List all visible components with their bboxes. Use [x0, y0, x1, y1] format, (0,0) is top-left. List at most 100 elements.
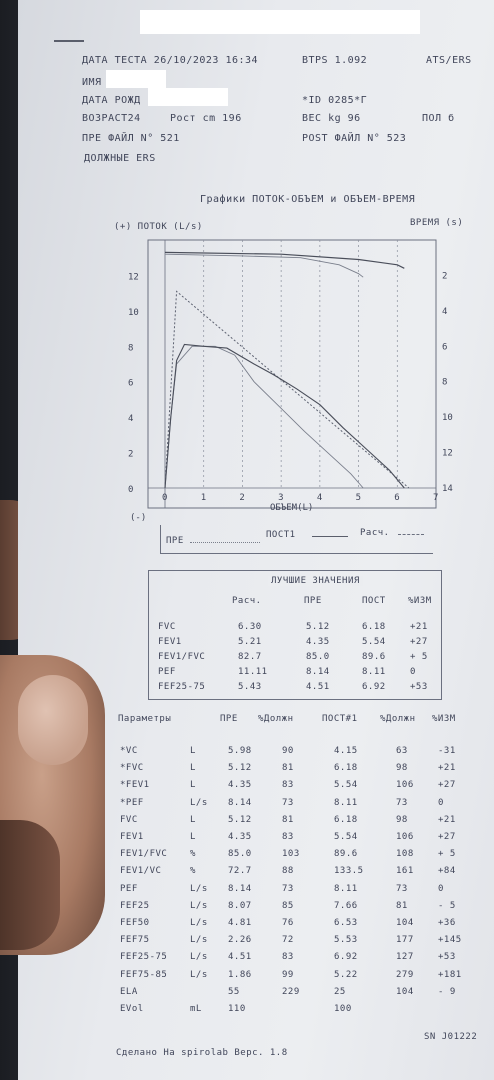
predicted-set: ДОЛЖНЫЕ ERS: [84, 153, 156, 164]
age: ВОЗРАСТ24: [82, 113, 141, 124]
param-unit: %: [190, 866, 196, 877]
param-pre-percent: 81: [282, 763, 294, 774]
post-volume-time: [164, 251, 405, 269]
param-change: +27: [438, 780, 456, 791]
param-change: +21: [438, 814, 456, 825]
post-curve: [164, 343, 405, 489]
param-post-percent: 81: [396, 900, 408, 911]
best-row-change: +21: [410, 622, 428, 632]
chart-curves: [164, 251, 410, 489]
volume-tick: 4: [317, 493, 322, 503]
param-pre-percent: 72: [282, 935, 294, 946]
volume-tick: 3: [278, 493, 283, 503]
param-pre: 8.07: [228, 900, 252, 911]
legend-pre-line: [190, 542, 260, 543]
flow-tick: 8: [128, 343, 133, 353]
param-change: +21: [438, 763, 456, 774]
param-pre: 5.12: [228, 814, 252, 825]
param-change: +84: [438, 866, 456, 877]
param-name: FEV1/VC: [120, 866, 162, 877]
legend-pred-line: [398, 534, 424, 535]
param-post: 6.18: [334, 814, 358, 825]
param-change: +27: [438, 832, 456, 842]
param-pre: 110: [228, 1004, 246, 1014]
weight: ВЕС kg 96: [302, 113, 361, 124]
param-change: +145: [438, 935, 462, 946]
param-pre: 5.98: [228, 746, 252, 756]
best-row-pre: 85.0: [306, 652, 330, 662]
param-post: 5.53: [334, 935, 358, 946]
legend-post: ПОСТ1: [266, 530, 296, 540]
param-post: 89.6: [334, 849, 358, 860]
param-change: +181: [438, 969, 462, 980]
param-unit: L/s: [190, 969, 208, 980]
param-name: FEF75-85: [120, 969, 168, 980]
volume-tick: 1: [201, 493, 206, 503]
pre-volume-time: [164, 253, 364, 278]
flow-tick: 12: [128, 272, 139, 282]
param-post-percent: 73: [396, 883, 408, 894]
param-pre-percent: 103: [282, 849, 300, 860]
param-post-percent: 98: [396, 763, 408, 774]
param-pre-percent: 90: [282, 746, 294, 756]
params-header-2: %Должн: [258, 714, 294, 724]
param-pre-percent: 99: [282, 969, 294, 980]
param-post-percent: 106: [396, 832, 414, 842]
param-unit: L: [190, 780, 196, 791]
best-row-pre: 4.51: [306, 682, 330, 692]
volume-axis-label: ОБЪЕМ(L): [270, 503, 313, 513]
best-row-post: 8.11: [362, 667, 386, 677]
param-post: 133.5: [334, 866, 364, 877]
param-pre-percent: 83: [282, 952, 294, 963]
patient-id: *ID 0285*Г: [302, 95, 368, 106]
param-post-percent: 127: [396, 952, 414, 963]
best-row-name: FVC: [158, 622, 176, 632]
param-name: *PEF: [120, 797, 144, 808]
flow-tick: 4: [128, 414, 133, 424]
best-row-pred: 6.30: [238, 622, 262, 632]
best-header-3: %ИЗМ: [408, 596, 432, 606]
params-header-4: %Должн: [380, 714, 416, 724]
param-post: 5.22: [334, 969, 358, 980]
param-post: 6.92: [334, 952, 358, 963]
legend-pre: ПРЕ: [166, 536, 184, 546]
param-change: +53: [438, 952, 456, 963]
param-pre-percent: 85: [282, 900, 294, 911]
param-unit: L/s: [190, 918, 208, 928]
flow-tick: 2: [128, 450, 133, 460]
param-unit: L/s: [190, 900, 208, 911]
made-on-spirolab: Сделано На spirolab Верс. 1.8: [116, 1048, 288, 1058]
param-pre-percent: 73: [282, 797, 294, 808]
param-post-percent: 177: [396, 935, 414, 946]
btps: BTPS 1.092: [302, 55, 368, 66]
param-name: FEF75: [120, 935, 150, 946]
param-pre-percent: 83: [282, 832, 294, 842]
legend-pred: Расч.: [360, 528, 390, 538]
param-pre-percent: 229: [282, 986, 300, 997]
best-row-pred: 82.7: [238, 652, 262, 662]
legend-post-line: [312, 536, 348, 537]
params-header-5: %ИЗМ: [432, 714, 456, 724]
params-header-3: ПОСТ#1: [322, 714, 358, 724]
volume-tick: 0: [162, 493, 167, 503]
test-date: ДАТА ТЕСТА 26/10/2023 16:34: [82, 55, 259, 66]
param-unit: L/s: [190, 797, 208, 808]
thumbnail: [18, 675, 88, 765]
param-unit: L: [190, 814, 196, 825]
param-pre: 4.35: [228, 832, 252, 842]
time-tick: 2: [442, 271, 447, 281]
param-post-percent: 106: [396, 780, 414, 791]
time-tick: 10: [442, 413, 453, 423]
param-name: FVC: [120, 814, 138, 825]
param-post-percent: 108: [396, 849, 414, 860]
param-pre-percent: 88: [282, 866, 294, 877]
best-row-pre: 4.35: [306, 637, 330, 647]
params-header-1: ПРЕ: [220, 714, 238, 724]
param-change: - 9: [438, 986, 456, 997]
param-post: 8.11: [334, 797, 358, 808]
chart-border: [147, 239, 437, 509]
volume-tick: 6: [394, 493, 399, 503]
param-post: 6.53: [334, 918, 358, 928]
